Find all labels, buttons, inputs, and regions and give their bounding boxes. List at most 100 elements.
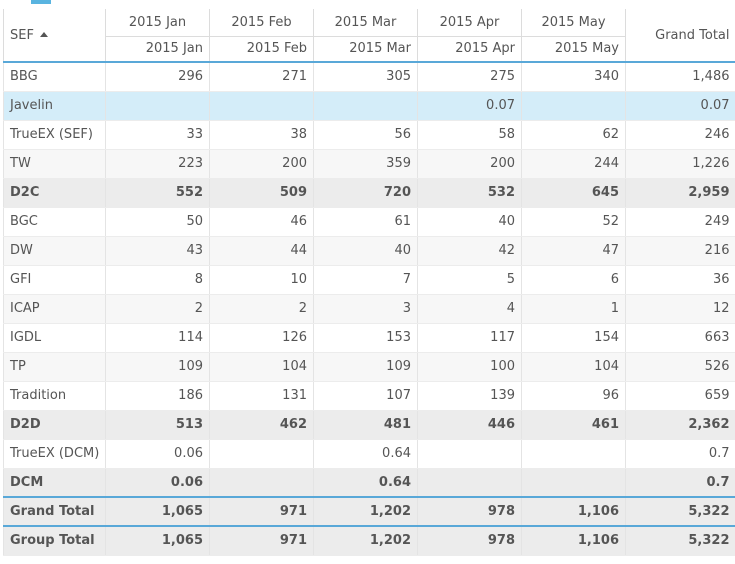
value-cell[interactable]: 552 — [105, 177, 210, 208]
row-label[interactable]: D2D — [3, 409, 106, 440]
total-row[interactable]: D2C 552 509 720 532 645 2,959 — [3, 177, 735, 208]
value-cell[interactable]: 1,106 — [521, 525, 626, 556]
row-label[interactable]: GFI — [3, 265, 106, 295]
row-label[interactable]: BBG — [3, 62, 106, 92]
value-cell[interactable]: 43 — [105, 236, 210, 266]
grand-total-cell[interactable]: 663 — [625, 323, 735, 353]
value-cell[interactable]: 978 — [417, 496, 522, 527]
value-cell[interactable]: 513 — [105, 409, 210, 440]
table-row[interactable]: GFI 8 10 7 5 6 36 — [3, 265, 735, 295]
column-header-grand-total[interactable]: Grand Total — [625, 9, 735, 63]
value-cell[interactable]: 200 — [209, 149, 314, 179]
value-cell[interactable]: 42 — [417, 236, 522, 266]
value-cell[interactable]: 481 — [313, 409, 418, 440]
value-cell[interactable]: 271 — [209, 62, 314, 92]
value-cell[interactable]: 100 — [417, 352, 522, 382]
value-cell[interactable]: 305 — [313, 62, 418, 92]
value-cell[interactable]: 2 — [209, 294, 314, 324]
grand-total-cell[interactable]: 216 — [625, 236, 735, 266]
value-cell[interactable]: 7 — [313, 265, 418, 295]
table-row[interactable]: TW 223 200 359 200 244 1,226 — [3, 149, 735, 179]
grand-total-cell[interactable]: 36 — [625, 265, 735, 295]
value-cell[interactable]: 0.64 — [313, 467, 418, 498]
total-row[interactable]: Group Total 1,065 971 1,202 978 1,106 5,322 — [3, 525, 735, 556]
total-row[interactable]: D2D 513 462 481 446 461 2,362 — [3, 409, 735, 440]
sort-ascending-icon[interactable] — [39, 31, 48, 37]
value-cell[interactable]: 461 — [521, 409, 626, 440]
value-cell[interactable]: 1,106 — [521, 496, 626, 527]
value-cell[interactable] — [209, 467, 314, 498]
value-cell[interactable]: 50 — [105, 207, 210, 237]
value-cell[interactable]: 52 — [521, 207, 626, 237]
column-header-sub[interactable]: 2015 Mar — [313, 36, 418, 63]
value-cell[interactable]: 340 — [521, 62, 626, 92]
value-cell[interactable] — [105, 91, 210, 121]
row-label[interactable]: TrueEX (DCM) — [3, 439, 106, 469]
row-label[interactable]: D2C — [3, 177, 106, 208]
table-row[interactable]: DW 43 44 40 42 47 216 — [3, 236, 735, 266]
value-cell[interactable]: 107 — [313, 381, 418, 411]
value-cell[interactable]: 971 — [209, 525, 314, 556]
value-cell[interactable]: 1 — [521, 294, 626, 324]
value-cell[interactable] — [209, 91, 314, 121]
value-cell[interactable]: 223 — [105, 149, 210, 179]
grand-total-cell[interactable]: 1,486 — [625, 62, 735, 92]
table-row[interactable]: Tradition 186 131 107 139 96 659 — [3, 381, 735, 411]
table-row[interactable]: ICAP 2 2 3 4 1 12 — [3, 294, 735, 324]
active-tab-indicator[interactable] — [31, 0, 51, 4]
column-header-sub[interactable]: 2015 Jan — [105, 36, 210, 63]
value-cell[interactable]: 971 — [209, 496, 314, 527]
grand-total-cell[interactable]: 1,226 — [625, 149, 735, 179]
value-cell[interactable]: 1,065 — [105, 525, 210, 556]
value-cell[interactable]: 40 — [313, 236, 418, 266]
value-cell[interactable]: 61 — [313, 207, 418, 237]
value-cell[interactable]: 58 — [417, 120, 522, 150]
row-label[interactable]: Tradition — [3, 381, 106, 411]
value-cell[interactable] — [521, 467, 626, 498]
row-label[interactable]: TrueEX (SEF) — [3, 120, 106, 150]
value-cell[interactable]: 33 — [105, 120, 210, 150]
total-row[interactable]: DCM 0.06 0.64 0.7 — [3, 467, 735, 498]
value-cell[interactable]: 0.07 — [417, 91, 522, 121]
grand-total-cell[interactable]: 2,362 — [625, 409, 735, 440]
table-row[interactable]: TrueEX (SEF) 33 38 56 58 62 246 — [3, 120, 735, 150]
row-label[interactable]: ICAP — [3, 294, 106, 324]
value-cell[interactable] — [521, 91, 626, 121]
value-cell[interactable]: 0.06 — [105, 467, 210, 498]
value-cell[interactable]: 446 — [417, 409, 522, 440]
row-label[interactable]: IGDL — [3, 323, 106, 353]
table-row[interactable]: TrueEX (DCM) 0.06 0.64 0.7 — [3, 439, 735, 469]
value-cell[interactable]: 96 — [521, 381, 626, 411]
value-cell[interactable]: 10 — [209, 265, 314, 295]
value-cell[interactable]: 104 — [209, 352, 314, 382]
value-cell[interactable]: 1,202 — [313, 496, 418, 527]
value-cell[interactable]: 296 — [105, 62, 210, 92]
value-cell[interactable]: 126 — [209, 323, 314, 353]
value-cell[interactable]: 0.06 — [105, 439, 210, 469]
column-header-sub[interactable]: 2015 May — [521, 36, 626, 63]
value-cell[interactable]: 186 — [105, 381, 210, 411]
column-header-sub[interactable]: 2015 Apr — [417, 36, 522, 63]
column-header-top[interactable]: 2015 Mar — [313, 9, 418, 37]
value-cell[interactable]: 978 — [417, 525, 522, 556]
value-cell[interactable] — [521, 439, 626, 469]
grand-total-cell[interactable]: 0.7 — [625, 467, 735, 498]
total-row[interactable]: Grand Total 1,065 971 1,202 978 1,106 5,322 — [3, 496, 735, 527]
grand-total-cell[interactable]: 659 — [625, 381, 735, 411]
value-cell[interactable]: 153 — [313, 323, 418, 353]
value-cell[interactable]: 114 — [105, 323, 210, 353]
table-row[interactable]: BBG 296 271 305 275 340 1,486 — [3, 62, 735, 92]
row-label[interactable]: BGC — [3, 207, 106, 237]
value-cell[interactable]: 462 — [209, 409, 314, 440]
grand-total-cell[interactable]: 5,322 — [625, 525, 735, 556]
grand-total-cell[interactable]: 0.7 — [625, 439, 735, 469]
value-cell[interactable]: 46 — [209, 207, 314, 237]
grand-total-cell[interactable]: 12 — [625, 294, 735, 324]
value-cell[interactable]: 645 — [521, 177, 626, 208]
value-cell[interactable]: 47 — [521, 236, 626, 266]
value-cell[interactable]: 244 — [521, 149, 626, 179]
value-cell[interactable]: 109 — [105, 352, 210, 382]
value-cell[interactable]: 532 — [417, 177, 522, 208]
value-cell[interactable]: 720 — [313, 177, 418, 208]
row-label[interactable]: TP — [3, 352, 106, 382]
